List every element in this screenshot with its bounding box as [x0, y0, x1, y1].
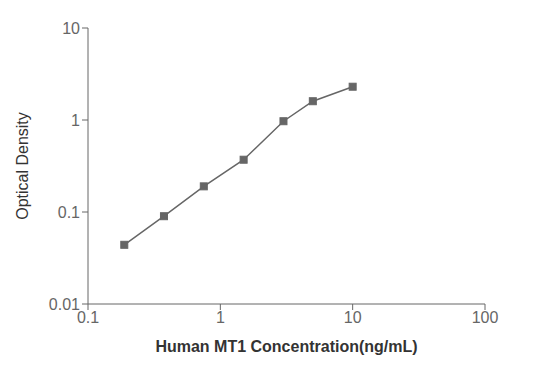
svg-text:0.01: 0.01	[49, 296, 80, 313]
svg-text:Optical Density: Optical Density	[14, 112, 31, 220]
svg-text:Human MT1 Concentration(ng/mL): Human MT1 Concentration(ng/mL)	[155, 338, 417, 355]
svg-text:0.1: 0.1	[77, 309, 99, 326]
svg-text:10: 10	[344, 309, 362, 326]
svg-text:100: 100	[472, 309, 499, 326]
svg-text:10: 10	[62, 20, 80, 37]
svg-text:1: 1	[71, 112, 80, 129]
svg-text:0.1: 0.1	[58, 204, 80, 221]
svg-text:1: 1	[216, 309, 225, 326]
